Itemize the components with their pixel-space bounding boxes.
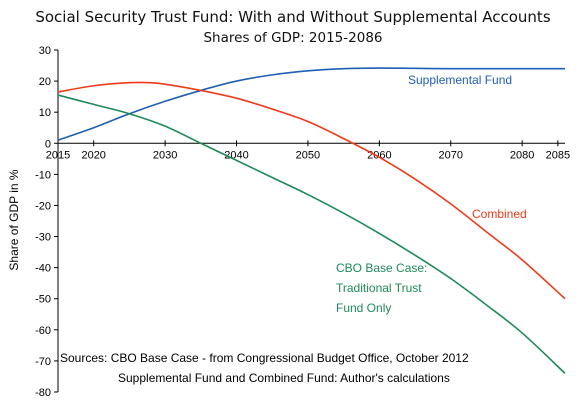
supplemental-fund-line bbox=[57, 67, 565, 141]
x-tick-label: 2040 bbox=[224, 149, 248, 161]
y-tick-label: -10 bbox=[35, 169, 51, 181]
source-line-2: Supplemental Fund and Combined Fund: Aut… bbox=[118, 371, 450, 385]
source-line-1: Sources: CBO Base Case - from Congressio… bbox=[60, 351, 469, 365]
chart-title: Social Security Trust Fund: With and Wit… bbox=[35, 8, 550, 26]
combined-label: Combined bbox=[472, 207, 527, 221]
x-tick-label: 2050 bbox=[296, 149, 320, 161]
chart-subtitle: Shares of GDP: 2015-2086 bbox=[203, 30, 382, 46]
y-tick-label: 20 bbox=[39, 76, 51, 88]
x-tick-label: 2085 bbox=[546, 149, 570, 161]
series-label-line: Combined bbox=[472, 207, 527, 221]
axes: 30 20 10 0 -10 -20 -30 -40 -50 -60 -70 -80 2015 2020 2… bbox=[35, 45, 570, 399]
y-tick-label: -40 bbox=[35, 263, 51, 275]
series-label-line: Supplemental Fund bbox=[408, 73, 512, 87]
y-tick-label: 0 bbox=[45, 138, 51, 150]
series-label-line: Fund Only bbox=[336, 301, 391, 315]
series-layer bbox=[57, 67, 566, 374]
x-tick-label: 2070 bbox=[439, 149, 463, 161]
y-tick-label: -80 bbox=[35, 387, 51, 399]
y-tick-label: -50 bbox=[35, 294, 51, 306]
x-tick-label: 2080 bbox=[510, 149, 534, 161]
y-tick-label: -20 bbox=[35, 200, 51, 212]
x-tick-label: 2015 bbox=[46, 149, 70, 161]
y-tick-label: -30 bbox=[35, 232, 51, 244]
combined-line bbox=[57, 81, 566, 300]
cbo-base-case-label: CBO Base Case: Traditional Trust Fund Only bbox=[336, 261, 427, 315]
x-tick-label: 2060 bbox=[367, 149, 391, 161]
series-label-line: Traditional Trust bbox=[336, 281, 422, 295]
y-tick-label: 30 bbox=[39, 45, 51, 57]
x-tick-label: 2020 bbox=[81, 149, 105, 161]
series-label-line: CBO Base Case: bbox=[336, 261, 427, 275]
series-labels: Supplemental Fund Combined CBO Base Case: T… bbox=[336, 73, 527, 315]
y-axis-label: Share of GDP in % bbox=[7, 169, 21, 270]
y-tick-label: 10 bbox=[39, 107, 51, 119]
y-tick-label: -70 bbox=[35, 356, 51, 368]
supplemental-fund-label: Supplemental Fund bbox=[408, 73, 512, 87]
cbo-base-case-line bbox=[57, 94, 566, 374]
y-tick-label: -60 bbox=[35, 325, 51, 337]
x-tick-label: 2030 bbox=[153, 149, 177, 161]
